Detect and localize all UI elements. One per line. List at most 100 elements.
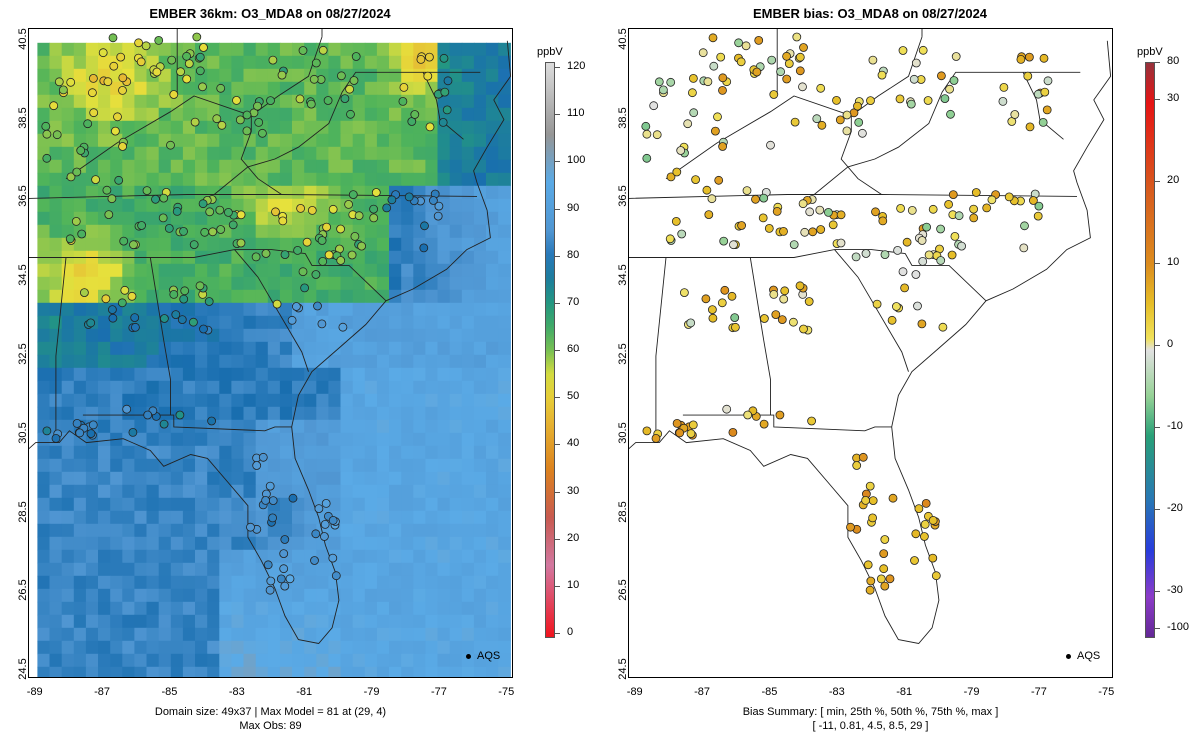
model-grid-cell: [267, 614, 281, 629]
domain-size-footer: Domain size: 49x37 | Max Model = 81 at (…: [154, 706, 387, 718]
model-grid-cell: [219, 640, 232, 655]
aqs-bias-marker: [954, 211, 964, 221]
model-grid-cell: [37, 224, 51, 239]
aqs-bias-marker: [741, 41, 751, 51]
model-grid-cell: [401, 497, 414, 512]
aqs-station-marker: [324, 250, 334, 260]
model-grid-cell: [146, 224, 160, 239]
model-grid-cell: [352, 120, 366, 135]
model-grid-cell: [195, 627, 208, 642]
model-grid-cell: [134, 419, 148, 434]
model-grid-cell: [61, 601, 75, 616]
model-grid-cell: [207, 159, 220, 174]
model-grid-cell: [292, 510, 305, 525]
model-grid-cell: [473, 432, 487, 447]
model-grid-cell: [73, 549, 87, 564]
model-grid-cell: [449, 367, 463, 382]
model-grid-cell: [461, 549, 475, 564]
model-grid-cell: [376, 380, 390, 395]
model-grid-cell: [49, 445, 63, 460]
model-grid-cell: [364, 393, 378, 408]
aqs-bias-marker: [861, 249, 871, 258]
model-map-title: EMBER 36km: O3_MDA8 on 08/27/2024: [149, 6, 391, 21]
model-grid-cell: [401, 341, 414, 356]
aqs-bias-marker: [919, 532, 929, 541]
model-grid-cell: [146, 588, 160, 603]
aqs-station-marker: [280, 535, 290, 544]
model-grid-cell: [231, 159, 245, 174]
model-grid-cell: [255, 380, 269, 395]
model-grid-cell: [49, 536, 63, 551]
state-boundary: [1022, 72, 1064, 140]
model-grid-cell: [279, 55, 293, 70]
model-grid-cell: [158, 302, 172, 317]
model-grid-cell: [279, 237, 293, 252]
aqs-bias-marker: [910, 556, 919, 565]
aqs-bias-marker: [879, 564, 889, 574]
model-grid-cell: [328, 640, 342, 655]
aqs-station-marker: [180, 286, 190, 296]
aqs-station-marker: [268, 513, 278, 523]
model-grid-cell: [413, 94, 426, 109]
model-grid-cell: [316, 146, 329, 161]
model-grid-cell: [231, 536, 245, 551]
model-grid-cell: [389, 328, 402, 343]
model-grid-cell: [219, 380, 232, 395]
aqs-bias-marker: [649, 101, 659, 111]
model-grid-cell: [98, 198, 111, 213]
model-grid-cell: [340, 406, 354, 421]
model-grid-cell: [207, 549, 220, 564]
model-grid-cell: [461, 614, 475, 629]
model-grid-cell: [85, 653, 99, 668]
aqs-bias-marker: [971, 188, 981, 197]
model-grid-cell: [267, 146, 281, 161]
model-grid-cell: [182, 172, 196, 187]
model-grid-cell: [231, 523, 245, 538]
model-grid-cell: [376, 601, 390, 616]
model-grid-cell: [498, 328, 511, 343]
aqs-bias-marker: [782, 74, 792, 84]
aqs-station-marker: [424, 52, 434, 62]
model-grid-cell: [158, 627, 172, 642]
model-grid-cell: [279, 601, 293, 616]
model-grid-cell: [85, 276, 99, 291]
aqs-bias-marker: [1039, 53, 1049, 63]
x-tick-label: -81: [896, 686, 913, 698]
model-grid-cell: [352, 627, 366, 642]
model-grid-cell: [401, 276, 414, 291]
aqs-bias-marker: [832, 96, 841, 105]
aqs-station-marker: [89, 108, 99, 118]
model-grid-cell: [49, 263, 63, 278]
aqs-bias-marker: [776, 67, 786, 77]
model-grid-cell: [437, 315, 451, 330]
state-boundary: [813, 71, 1081, 195]
model-grid-cell: [340, 653, 354, 668]
model-grid-cell: [328, 159, 342, 174]
aqs-bias-marker: [795, 66, 805, 76]
aqs-station-marker: [318, 256, 328, 266]
model-grid-cell: [110, 536, 123, 551]
model-grid-cell: [389, 562, 402, 577]
model-grid-cell: [61, 94, 75, 109]
model-grid-cell: [304, 172, 317, 187]
model-grid-cell: [85, 185, 99, 200]
model-grid-cell: [461, 666, 475, 677]
aqs-station-marker: [369, 204, 379, 214]
model-grid-cell: [231, 380, 245, 395]
model-grid-cell: [486, 367, 499, 382]
model-grid-cell: [49, 549, 63, 564]
model-grid-cell: [110, 380, 123, 395]
aqs-bias-marker: [683, 119, 693, 129]
model-grid-cell: [279, 445, 293, 460]
model-grid-cell: [279, 185, 293, 200]
model-grid-cell: [243, 185, 257, 200]
model-grid-cell: [425, 107, 439, 122]
model-grid-cell: [170, 172, 184, 187]
model-grid-cell: [219, 55, 232, 70]
model-grid-cell: [498, 432, 511, 447]
model-grid-cell: [49, 198, 63, 213]
model-grid-cell: [267, 172, 281, 187]
model-grid-cell: [449, 575, 463, 590]
model-grid-cell: [376, 211, 390, 226]
model-grid-cell: [316, 666, 329, 677]
